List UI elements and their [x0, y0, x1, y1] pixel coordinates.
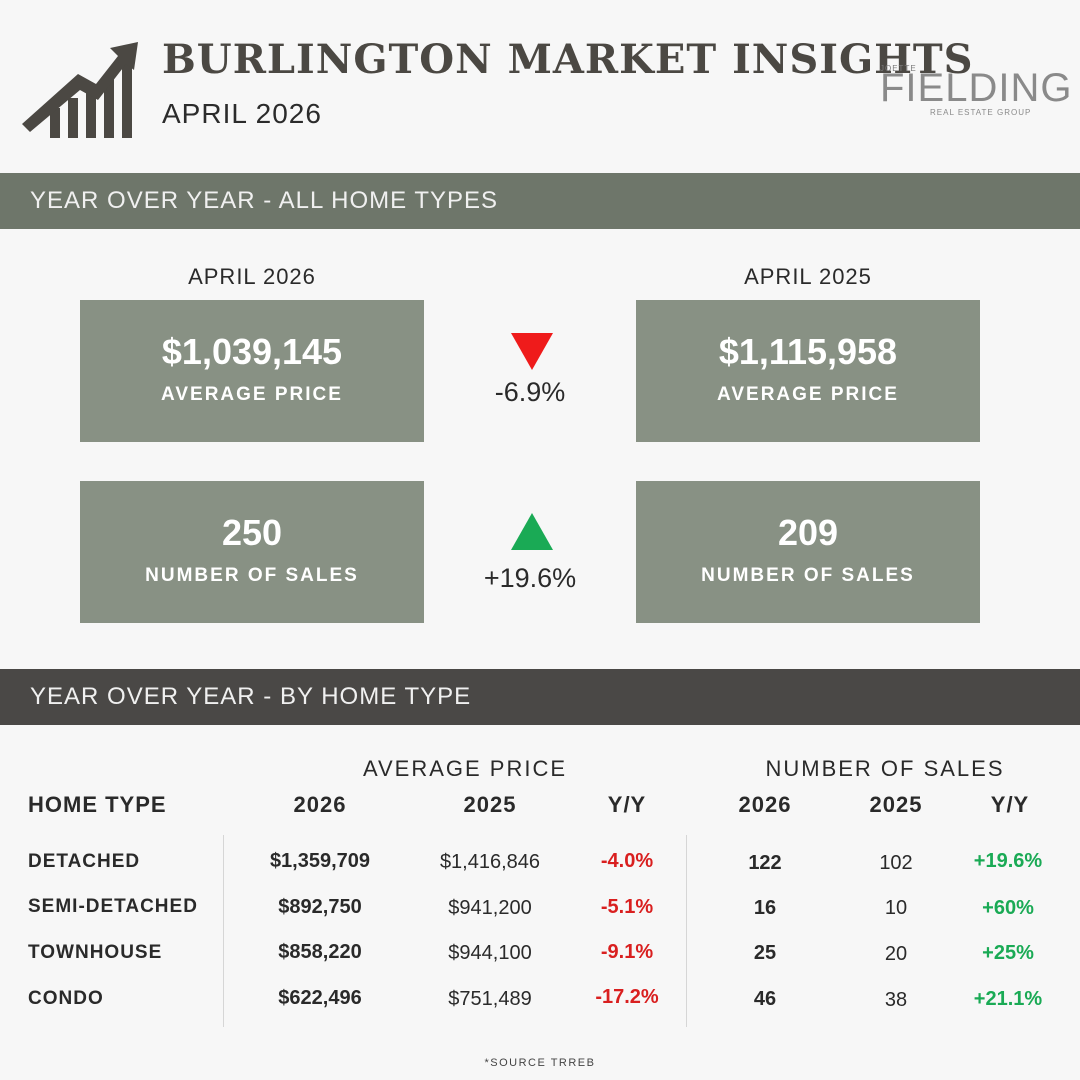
home-type-label: SEMI-DETACHED — [28, 896, 198, 917]
sales-group-header: NUMBER OF SALES — [765, 756, 1005, 781]
growth-chart-icon — [22, 40, 142, 140]
sales-2025-cell: 20 — [884, 943, 908, 965]
page-subtitle: APRIL 2026 — [162, 98, 322, 129]
source-note: *SOURCE TRREB — [484, 1057, 596, 1069]
logo-top-text: JOETTE — [880, 64, 917, 73]
price-yy-cell: -4.0% — [600, 850, 654, 872]
previous-avg-price-card: $1,115,958 AVERAGE PRICE — [636, 300, 980, 442]
table-divider-right — [686, 835, 687, 1027]
col-sales-yy: Y/Y — [990, 792, 1030, 817]
price-2026-cell: $892,750 — [278, 896, 362, 918]
previous-sales-card: 209 NUMBER OF SALES — [636, 481, 980, 623]
price-2025-cell: $944,100 — [448, 942, 532, 964]
col-price-yy: Y/Y — [607, 792, 647, 817]
sales-2026-cell: 122 — [748, 852, 782, 874]
previous-sales-value: 209 — [777, 512, 839, 553]
price-yy-cell: -9.1% — [600, 941, 654, 963]
avg-price-change: -6.9% — [494, 377, 566, 407]
previous-avg-price-value: $1,115,958 — [718, 331, 898, 372]
current-sales-label: NUMBER OF SALES — [145, 565, 359, 586]
current-avg-price-label: AVERAGE PRICE — [161, 384, 343, 405]
home-type-label: TOWNHOUSE — [28, 942, 163, 963]
triangle-up-icon — [511, 513, 553, 550]
col-home-type: HOME TYPE — [28, 792, 167, 817]
col-price-2026: 2026 — [293, 792, 347, 817]
current-avg-price-value: $1,039,145 — [161, 331, 343, 372]
sales-yy-cell: +21.1% — [973, 988, 1043, 1010]
sales-2025-cell: 38 — [884, 989, 908, 1011]
sales-yy-cell: +25% — [982, 942, 1034, 964]
home-type-label: DETACHED — [28, 851, 141, 872]
previous-sales-label: NUMBER OF SALES — [701, 565, 915, 586]
sales-2025-cell: 102 — [879, 852, 913, 874]
price-2025-cell: $1,416,846 — [439, 851, 541, 873]
current-period-label: APRIL 2026 — [188, 264, 316, 289]
section-heading-all-types: YEAR OVER YEAR - ALL HOME TYPES — [0, 173, 1080, 229]
section-heading-by-type: YEAR OVER YEAR - BY HOME TYPE — [0, 669, 1080, 725]
avg-price-group-header: AVERAGE PRICE — [362, 756, 568, 781]
table-divider-left — [223, 835, 224, 1027]
logo-sub-text: REAL ESTATE GROUP — [930, 108, 1032, 117]
home-type-label: CONDO — [28, 988, 104, 1009]
sales-change: +19.6% — [483, 563, 577, 593]
price-2026-cell: $858,220 — [278, 941, 362, 963]
page-title: BURLINGTON MARKET INSIGHTS — [162, 36, 974, 83]
current-sales-card: 250 NUMBER OF SALES — [80, 481, 424, 623]
price-yy-cell: -5.1% — [600, 896, 654, 918]
current-avg-price-card: $1,039,145 AVERAGE PRICE — [80, 300, 424, 442]
triangle-down-icon — [511, 333, 553, 370]
col-price-2025: 2025 — [463, 792, 517, 817]
col-sales-2026: 2026 — [738, 792, 792, 817]
price-2026-cell: $622,496 — [278, 987, 362, 1009]
sales-2026-cell: 46 — [753, 988, 777, 1010]
col-sales-2025: 2025 — [869, 792, 923, 817]
price-yy-cell: -17.2% — [595, 986, 659, 1008]
logo-main-text: FIELDING — [880, 66, 1073, 110]
previous-period-label: APRIL 2025 — [744, 264, 872, 289]
price-2025-cell: $941,200 — [448, 897, 532, 919]
sales-2026-cell: 16 — [753, 897, 777, 919]
sales-yy-cell: +60% — [982, 897, 1034, 919]
sales-yy-cell: +19.6% — [973, 850, 1043, 872]
price-2026-cell: $1,359,709 — [269, 850, 371, 872]
sales-2025-cell: 10 — [884, 897, 908, 919]
price-2025-cell: $751,489 — [448, 988, 532, 1010]
current-sales-value: 250 — [221, 512, 283, 553]
previous-avg-price-label: AVERAGE PRICE — [717, 384, 899, 405]
sales-2026-cell: 25 — [753, 942, 777, 964]
